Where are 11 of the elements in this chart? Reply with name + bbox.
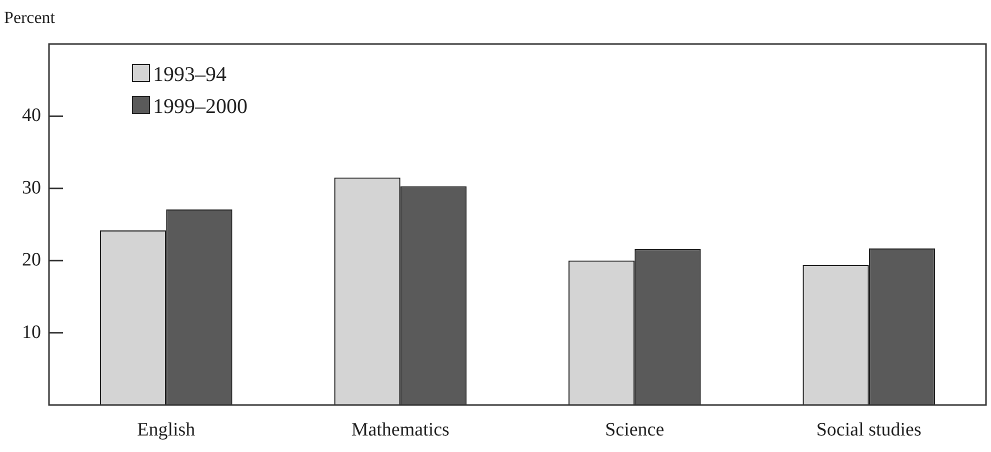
legend-label: 1999–2000 [152, 93, 248, 120]
y-tick-label: 20 [22, 250, 41, 271]
x-tick-label: English [137, 419, 196, 440]
y-axis-title: Percent [4, 8, 55, 28]
legend-label: 1993–94 [152, 61, 228, 88]
x-tick-label: Mathematics [351, 419, 450, 440]
y-tick-label: 40 [22, 105, 41, 126]
x-tick-label: Social studies [816, 419, 922, 440]
y-tick-label: 10 [22, 322, 41, 343]
x-tick-label: Science [605, 419, 664, 440]
y-tick-label: 30 [22, 177, 41, 198]
